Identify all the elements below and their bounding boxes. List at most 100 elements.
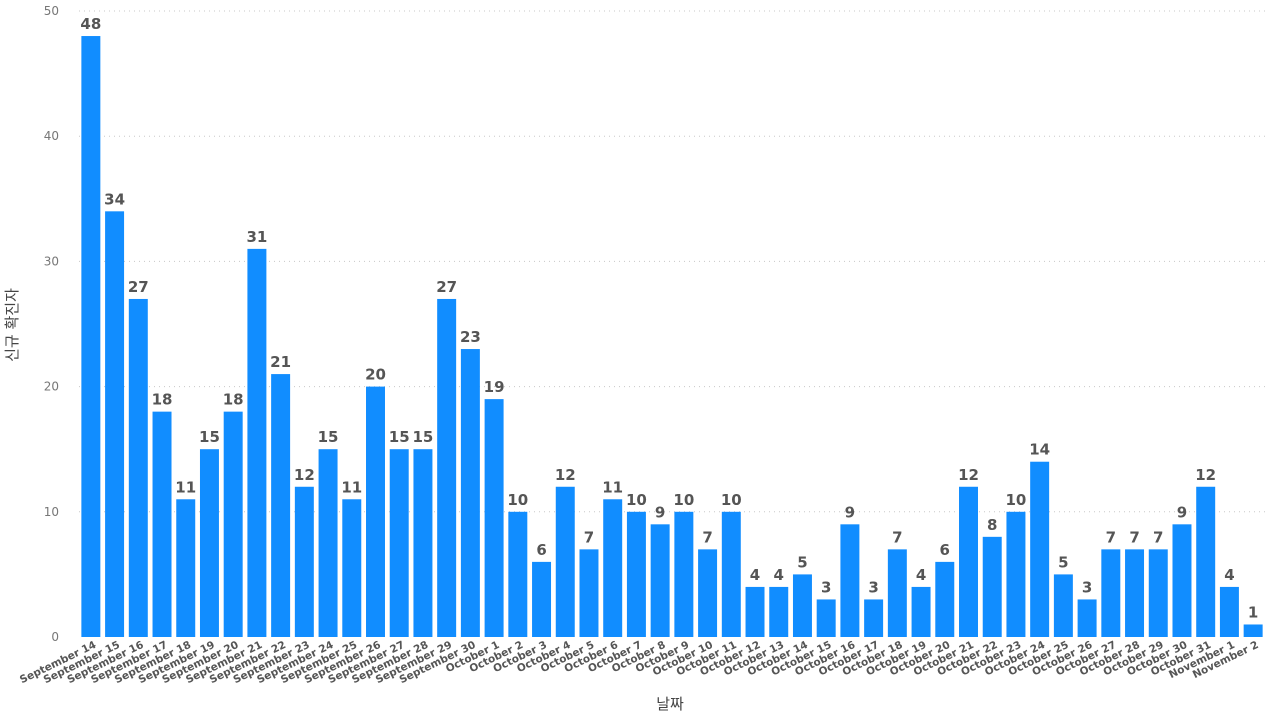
- data-label: 11: [602, 478, 623, 496]
- data-label: 12: [555, 466, 576, 484]
- y-tick-label: 50: [44, 4, 59, 18]
- bar[interactable]: [887, 549, 907, 637]
- data-label: 14: [1029, 441, 1050, 459]
- data-label: 8: [987, 516, 997, 534]
- data-label: 48: [80, 15, 101, 33]
- data-label: 7: [702, 528, 712, 546]
- data-label: 4: [916, 566, 926, 584]
- bar[interactable]: [721, 511, 741, 637]
- bar[interactable]: [1077, 599, 1097, 637]
- data-label: 19: [484, 378, 505, 396]
- data-label: 10: [1006, 491, 1027, 509]
- bar[interactable]: [389, 449, 409, 637]
- bar[interactable]: [982, 536, 1002, 637]
- bar[interactable]: [745, 586, 765, 637]
- data-label: 4: [1224, 566, 1234, 584]
- bar[interactable]: [579, 549, 599, 637]
- bar[interactable]: [911, 586, 931, 637]
- data-label: 10: [507, 491, 528, 509]
- data-label: 7: [1153, 528, 1163, 546]
- data-label: 6: [536, 541, 546, 559]
- bar[interactable]: [626, 511, 646, 637]
- data-label: 9: [655, 503, 665, 521]
- bar[interactable]: [223, 411, 243, 637]
- bar[interactable]: [105, 211, 125, 637]
- bar[interactable]: [128, 298, 148, 637]
- x-axis-title: 날짜: [656, 695, 684, 712]
- y-axis-ticks: 0 10 20 30 40 50: [44, 4, 59, 644]
- data-label: 12: [294, 466, 315, 484]
- data-label: 7: [1106, 528, 1116, 546]
- data-label: 12: [1195, 466, 1216, 484]
- bar[interactable]: [555, 486, 575, 637]
- data-label: 15: [413, 428, 434, 446]
- bar[interactable]: [959, 486, 978, 637]
- data-label: 6: [940, 541, 950, 559]
- data-label: 1: [1248, 603, 1258, 621]
- data-label: 20: [365, 366, 386, 384]
- bar[interactable]: [1053, 574, 1073, 637]
- bar[interactable]: [318, 449, 338, 637]
- bar[interactable]: [342, 499, 362, 637]
- data-label: 10: [673, 491, 694, 509]
- data-label: 27: [128, 278, 149, 296]
- bar[interactable]: [650, 524, 670, 637]
- bar[interactable]: [816, 599, 836, 637]
- bar[interactable]: [864, 599, 884, 637]
- data-label: 15: [389, 428, 410, 446]
- data-label: 27: [436, 278, 457, 296]
- data-label: 21: [270, 353, 291, 371]
- bar[interactable]: [1030, 461, 1050, 637]
- bar[interactable]: [294, 486, 314, 637]
- y-tick-label: 10: [44, 505, 59, 519]
- bar[interactable]: [1006, 511, 1026, 637]
- data-label: 18: [223, 391, 244, 409]
- bar[interactable]: [199, 449, 219, 637]
- data-label: 4: [774, 566, 784, 584]
- bar[interactable]: [413, 449, 433, 637]
- data-label: 5: [797, 553, 807, 571]
- data-label: 10: [626, 491, 647, 509]
- bar[interactable]: [674, 511, 694, 637]
- bar[interactable]: [935, 561, 955, 637]
- bar[interactable]: [1148, 549, 1168, 637]
- bar[interactable]: [1243, 624, 1263, 637]
- bar[interactable]: [152, 411, 172, 637]
- bar[interactable]: [271, 374, 291, 637]
- data-label: 3: [821, 578, 831, 596]
- data-label: 15: [318, 428, 339, 446]
- bar[interactable]: [460, 349, 480, 637]
- data-label: 7: [584, 528, 594, 546]
- data-label: 15: [199, 428, 220, 446]
- bar[interactable]: [532, 561, 552, 637]
- bar[interactable]: [176, 499, 196, 637]
- bar[interactable]: [81, 36, 101, 638]
- bar[interactable]: [366, 386, 385, 637]
- data-label: 3: [1082, 578, 1092, 596]
- bar[interactable]: [1101, 549, 1121, 637]
- data-label: 9: [845, 503, 855, 521]
- data-label: 10: [721, 491, 742, 509]
- bar[interactable]: [247, 248, 267, 637]
- bar[interactable]: [1219, 586, 1239, 637]
- y-tick-label: 30: [44, 254, 59, 268]
- bar[interactable]: [769, 586, 789, 637]
- bar[interactable]: [437, 298, 457, 637]
- data-label: 12: [958, 466, 979, 484]
- bars: [81, 36, 1263, 638]
- y-tick-label: 40: [44, 129, 59, 143]
- bar[interactable]: [1196, 486, 1216, 637]
- bar[interactable]: [1172, 524, 1192, 637]
- bar[interactable]: [792, 574, 812, 637]
- bar[interactable]: [603, 499, 623, 637]
- bar[interactable]: [484, 399, 504, 637]
- bar[interactable]: [840, 524, 860, 637]
- bar[interactable]: [698, 549, 718, 637]
- data-label: 11: [341, 478, 362, 496]
- bar[interactable]: [1125, 549, 1145, 637]
- bar[interactable]: [508, 511, 528, 637]
- data-label: 7: [892, 528, 902, 546]
